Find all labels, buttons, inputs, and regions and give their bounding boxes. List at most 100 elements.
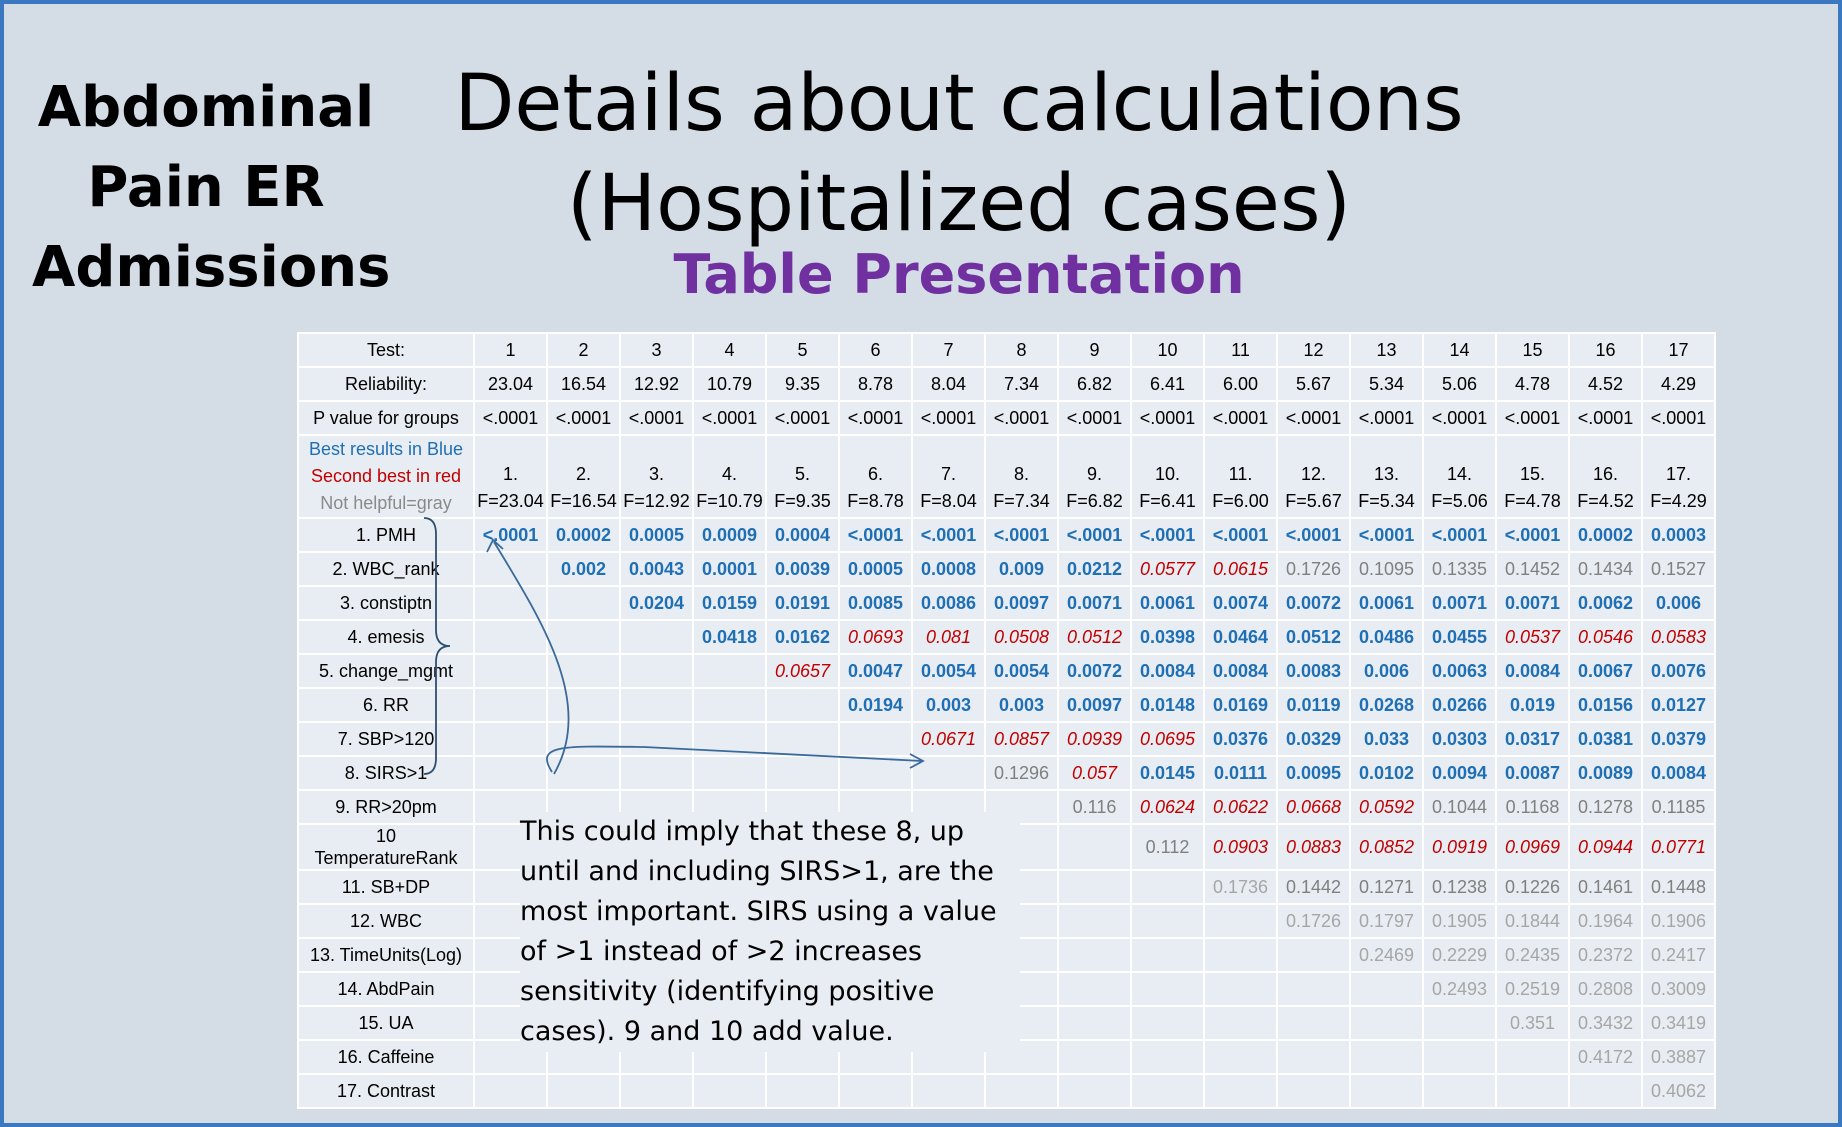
p-value-cell: 0.0883 bbox=[1276, 823, 1351, 871]
p-value-cell bbox=[692, 653, 767, 689]
f-header: 5. F=9.35 bbox=[765, 434, 840, 519]
p-value-cell bbox=[1422, 1073, 1497, 1109]
f-header-number: 13. bbox=[1373, 464, 1400, 484]
f-header-number: 4. bbox=[721, 464, 737, 484]
p-value-cell bbox=[546, 721, 621, 757]
p-value-cell: 0.002 bbox=[546, 551, 621, 587]
variable-row: 8. SIRS>1 0.1296 0.057 0.0145 0.0111 0.0095 0.… bbox=[297, 755, 1716, 791]
p-value-cell: 0.0061 bbox=[1130, 585, 1205, 621]
variable-label: 14. AbdPain bbox=[297, 971, 475, 1007]
pvalue-row: P value for groups <.0001 <.0001 <.0001 <.00… bbox=[297, 400, 1716, 436]
variable-label: 3. constiptn bbox=[297, 585, 475, 621]
test-number: 7 bbox=[911, 332, 986, 368]
test-number: 5 bbox=[765, 332, 840, 368]
p-value-cell: 0.0063 bbox=[1422, 653, 1497, 689]
variable-label: 16. Caffeine bbox=[297, 1039, 475, 1075]
p-value-cell: 0.1964 bbox=[1568, 903, 1643, 939]
p-value-cell: 0.0097 bbox=[984, 585, 1059, 621]
p-value-cell: 0.1095 bbox=[1349, 551, 1424, 587]
p-value-cell bbox=[1057, 823, 1132, 871]
p-value-cell: 0.0508 bbox=[984, 619, 1059, 655]
p-value-cell bbox=[692, 1073, 767, 1109]
f-header-number: 5. bbox=[794, 464, 810, 484]
p-value-cell: 0.0071 bbox=[1057, 585, 1132, 621]
variable-label: 11. SB+DP bbox=[297, 869, 475, 905]
pvalue-value: <.0001 bbox=[838, 400, 913, 436]
p-value-cell: 0.3432 bbox=[1568, 1005, 1643, 1041]
f-header: 17. F=4.29 bbox=[1641, 434, 1716, 519]
p-value-cell: 0.1905 bbox=[1422, 903, 1497, 939]
variable-label-line: 10 bbox=[375, 826, 397, 846]
p-value-cell bbox=[911, 755, 986, 791]
f-header-number: 14. bbox=[1446, 464, 1473, 484]
p-value-cell bbox=[473, 1073, 548, 1109]
p-value-cell: 0.1238 bbox=[1422, 869, 1497, 905]
p-value-cell bbox=[1422, 1039, 1497, 1075]
f-header: 12. F=5.67 bbox=[1276, 434, 1351, 519]
p-value-cell: 0.0094 bbox=[1422, 755, 1497, 791]
p-value-cell bbox=[1130, 869, 1205, 905]
p-value-cell: 0.0009 bbox=[692, 517, 767, 553]
p-value-cell bbox=[1203, 1039, 1278, 1075]
p-value-cell: 0.1335 bbox=[1422, 551, 1497, 587]
f-header-number: 1. bbox=[502, 464, 518, 484]
p-value-cell: 0.0455 bbox=[1422, 619, 1497, 655]
p-value-cell: <.0001 bbox=[1130, 517, 1205, 553]
p-value-cell: 0.3009 bbox=[1641, 971, 1716, 1007]
p-value-cell bbox=[1203, 1005, 1278, 1041]
f-header-value: F=10.79 bbox=[696, 491, 763, 511]
pvalue-value: <.0001 bbox=[984, 400, 1059, 436]
f-header-value: F=4.52 bbox=[1577, 491, 1634, 511]
f-header-number: 8. bbox=[1013, 464, 1029, 484]
p-value-cell: 0.2469 bbox=[1349, 937, 1424, 973]
p-value-cell: 0.0329 bbox=[1276, 721, 1351, 757]
p-value-cell: 0.006 bbox=[1641, 585, 1716, 621]
p-value-cell: 0.0159 bbox=[692, 585, 767, 621]
p-value-cell bbox=[1057, 971, 1132, 1007]
p-value-cell bbox=[473, 653, 548, 689]
p-value-cell: 0.2808 bbox=[1568, 971, 1643, 1007]
variable-label-line: TemperatureRank bbox=[314, 848, 458, 868]
p-value-cell: 0.0852 bbox=[1349, 823, 1424, 871]
p-value-cell bbox=[1495, 1039, 1570, 1075]
p-value-cell: 0.0903 bbox=[1203, 823, 1278, 871]
f-header-number: 11. bbox=[1228, 464, 1253, 484]
p-value-cell: 0.0127 bbox=[1641, 687, 1716, 723]
p-value-cell: 0.0857 bbox=[984, 721, 1059, 757]
p-value-cell: 0.0047 bbox=[838, 653, 913, 689]
p-value-cell: 0.0111 bbox=[1203, 755, 1278, 791]
f-header-value: F=4.29 bbox=[1650, 491, 1707, 511]
pvalue-value: <.0001 bbox=[1422, 400, 1497, 436]
p-value-cell bbox=[1057, 937, 1132, 973]
p-value-cell: <.0001 bbox=[1203, 517, 1278, 553]
f-header-number: 10. bbox=[1154, 464, 1181, 484]
main-title: Details about calculations (Hospitalized… bbox=[444, 54, 1474, 254]
pvalue-value: <.0001 bbox=[619, 400, 694, 436]
f-header-number: 2. bbox=[575, 464, 591, 484]
pvalue-value: <.0001 bbox=[1203, 400, 1278, 436]
p-value-cell: 0.0671 bbox=[911, 721, 986, 757]
p-value-cell: <.0001 bbox=[1495, 517, 1570, 553]
reliability-value: 5.34 bbox=[1349, 366, 1424, 402]
p-value-cell: 0.0119 bbox=[1276, 687, 1351, 723]
side-title-line: Admissions bbox=[32, 235, 391, 300]
p-value-cell: 0.0624 bbox=[1130, 789, 1205, 825]
p-value-cell bbox=[473, 755, 548, 791]
pvalue-value: <.0001 bbox=[1568, 400, 1643, 436]
p-value-cell bbox=[1057, 869, 1132, 905]
p-value-cell: 0.1271 bbox=[1349, 869, 1424, 905]
reliability-value: 8.78 bbox=[838, 366, 913, 402]
p-value-cell: <.0001 bbox=[1422, 517, 1497, 553]
p-value-cell bbox=[692, 721, 767, 757]
pvalue-label: P value for groups bbox=[297, 400, 475, 436]
variable-label: 2. WBC_rank bbox=[297, 551, 475, 587]
reliability-value: 9.35 bbox=[765, 366, 840, 402]
p-value-cell: 0.0095 bbox=[1276, 755, 1351, 791]
p-value-cell bbox=[1057, 1073, 1132, 1109]
p-value-cell bbox=[1495, 1073, 1570, 1109]
test-number: 3 bbox=[619, 332, 694, 368]
variable-label: 4. emesis bbox=[297, 619, 475, 655]
p-value-cell: 0.0067 bbox=[1568, 653, 1643, 689]
p-value-cell: 0.0072 bbox=[1057, 653, 1132, 689]
reliability-value: 8.04 bbox=[911, 366, 986, 402]
